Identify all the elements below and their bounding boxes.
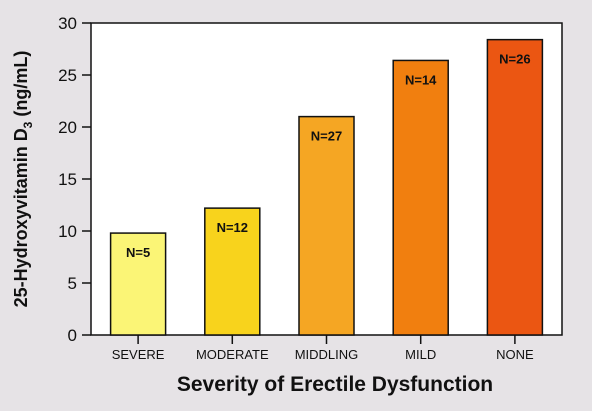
bar-data-label: N=5 xyxy=(126,245,150,260)
bars: N=5 N=12 N=27 N=14 N=26 xyxy=(109,38,544,336)
x-category-label: MIDDLING xyxy=(295,347,359,362)
y-axis-label: 25-Hydroxyvitamin D3 (ng/mL) xyxy=(11,51,35,308)
x-category-label: MILD xyxy=(405,347,436,362)
bar-mild xyxy=(392,59,449,336)
bar-data-label: N=14 xyxy=(405,72,437,87)
bar-severe xyxy=(109,232,167,336)
x-category-label: SEVERE xyxy=(112,347,165,362)
y-tick-label: 30 xyxy=(58,14,77,33)
x-axis: SEVERE MODERATE MIDDLING MILD NONE xyxy=(112,335,534,362)
y-axis-label-suffix: (ng/mL) xyxy=(11,51,31,122)
y-axis-label-subscript: 3 xyxy=(21,121,35,128)
x-category-label: NONE xyxy=(496,347,534,362)
y-axis-label-prefix: 25-Hydroxyvitamin D xyxy=(11,128,31,307)
bar-middling xyxy=(298,115,355,336)
y-tick-label: 25 xyxy=(58,66,77,85)
y-tick-label: 20 xyxy=(58,118,77,137)
y-tick-label: 10 xyxy=(58,222,77,241)
bar-none xyxy=(486,38,544,336)
bar-data-label: N=27 xyxy=(311,129,342,144)
x-category-label: MODERATE xyxy=(196,347,269,362)
y-axis: 0 5 10 15 20 25 30 xyxy=(58,14,91,345)
x-axis-label: Severity of Erectile Dysfunction xyxy=(177,373,493,396)
bar-data-label: N=12 xyxy=(217,220,248,235)
bar-data-label: N=26 xyxy=(499,52,530,67)
y-tick-label: 15 xyxy=(58,170,77,189)
y-tick-label: 5 xyxy=(68,274,77,293)
y-tick-label: 0 xyxy=(68,326,77,345)
